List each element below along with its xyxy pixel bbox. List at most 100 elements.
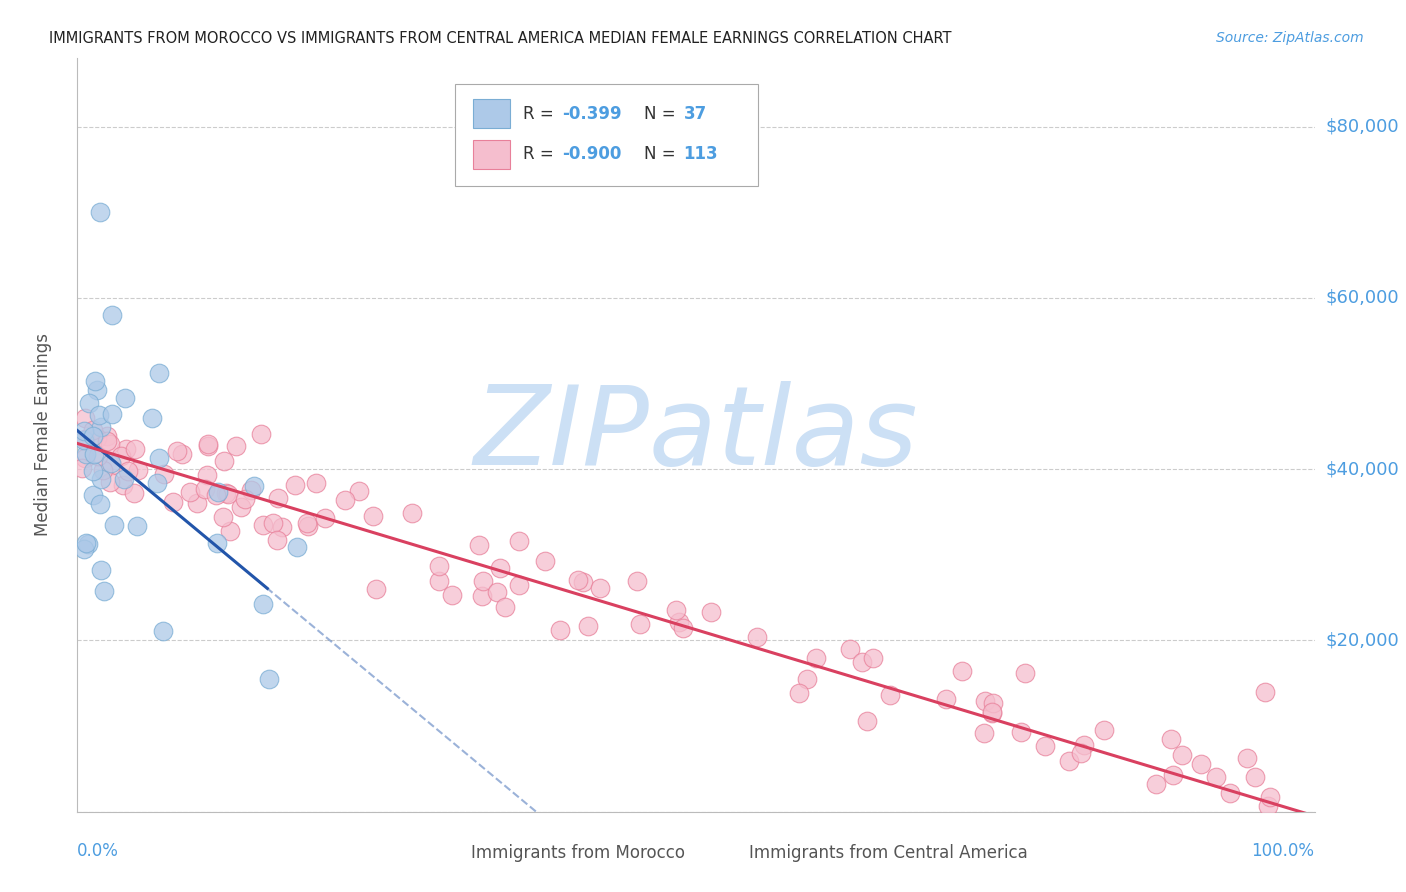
Point — [284, 478, 307, 492]
Point — [1244, 770, 1267, 784]
Point — [1236, 751, 1258, 765]
Point — [1014, 666, 1036, 681]
Point — [170, 447, 193, 461]
Point — [124, 442, 146, 457]
Point — [1257, 799, 1279, 814]
Point — [879, 688, 901, 702]
Text: $40,000: $40,000 — [1326, 460, 1399, 478]
Text: $80,000: $80,000 — [1326, 118, 1399, 136]
Point — [82, 423, 104, 437]
Text: Immigrants from Morocco: Immigrants from Morocco — [471, 844, 685, 863]
Point — [1092, 723, 1115, 737]
Point — [548, 624, 571, 638]
Point — [98, 437, 121, 451]
Point — [91, 463, 114, 477]
Point — [1010, 725, 1032, 739]
Point — [1254, 685, 1277, 699]
Point — [1161, 768, 1184, 782]
Point — [347, 484, 370, 499]
Point — [267, 491, 290, 506]
Text: 0.0%: 0.0% — [77, 842, 120, 860]
Point — [117, 464, 139, 478]
Text: N =: N = — [644, 104, 681, 123]
Point — [1070, 747, 1092, 761]
Point — [950, 665, 973, 679]
Point — [494, 600, 516, 615]
Point — [980, 706, 1002, 720]
Point — [429, 574, 451, 589]
Point — [664, 603, 686, 617]
Point — [72, 425, 94, 439]
Point — [90, 419, 112, 434]
Text: Median Female Earnings: Median Female Earnings — [34, 334, 52, 536]
Text: R =: R = — [523, 145, 558, 163]
Point — [153, 467, 176, 481]
Point — [468, 538, 491, 552]
Point — [862, 650, 884, 665]
Point — [429, 559, 451, 574]
Point — [1219, 786, 1241, 800]
Text: ZIPatlas: ZIPatlas — [474, 382, 918, 488]
Point — [626, 574, 648, 588]
Point — [242, 479, 264, 493]
Point — [1033, 739, 1056, 753]
Point — [77, 395, 100, 409]
Text: R =: R = — [523, 104, 558, 123]
Point — [1057, 754, 1080, 768]
Point — [75, 536, 97, 550]
Point — [87, 449, 110, 463]
Point — [90, 563, 112, 577]
Point — [441, 588, 464, 602]
Point — [787, 686, 810, 700]
Point — [806, 651, 828, 665]
Point — [364, 582, 387, 597]
Point — [935, 692, 957, 706]
Point — [533, 554, 555, 568]
Point — [101, 308, 124, 322]
Point — [252, 517, 274, 532]
Point — [700, 605, 723, 619]
Point — [101, 458, 124, 472]
Point — [205, 488, 228, 502]
Point — [101, 407, 124, 421]
Point — [82, 488, 104, 502]
Point — [973, 726, 995, 740]
Text: Immigrants from Central America: Immigrants from Central America — [749, 844, 1028, 863]
Point — [672, 621, 695, 635]
FancyBboxPatch shape — [714, 846, 742, 863]
Point — [100, 456, 122, 470]
Point — [980, 706, 1002, 720]
Point — [83, 447, 105, 461]
Point — [194, 483, 217, 497]
Point — [270, 520, 292, 534]
Point — [86, 431, 108, 445]
Point — [75, 447, 97, 461]
Point — [212, 510, 235, 524]
Text: 37: 37 — [683, 104, 707, 123]
Point — [297, 519, 319, 533]
Text: -0.399: -0.399 — [562, 104, 621, 123]
Point — [981, 696, 1004, 710]
Point — [73, 542, 96, 557]
Point — [567, 574, 589, 588]
Point — [205, 535, 228, 549]
Point — [197, 439, 219, 453]
Point — [112, 478, 135, 492]
Text: $20,000: $20,000 — [1326, 632, 1399, 649]
Point — [75, 432, 97, 446]
Point — [114, 391, 136, 405]
Point — [252, 598, 274, 612]
Point — [1171, 747, 1194, 762]
Point — [141, 411, 163, 425]
Text: -0.900: -0.900 — [562, 145, 621, 163]
Point — [225, 438, 247, 452]
FancyBboxPatch shape — [454, 85, 758, 186]
Point — [186, 495, 208, 509]
Point — [1144, 777, 1167, 791]
Point — [75, 411, 97, 425]
Point — [628, 617, 651, 632]
Point — [115, 442, 138, 456]
Point — [127, 463, 149, 477]
Point — [152, 624, 174, 638]
Point — [93, 584, 115, 599]
